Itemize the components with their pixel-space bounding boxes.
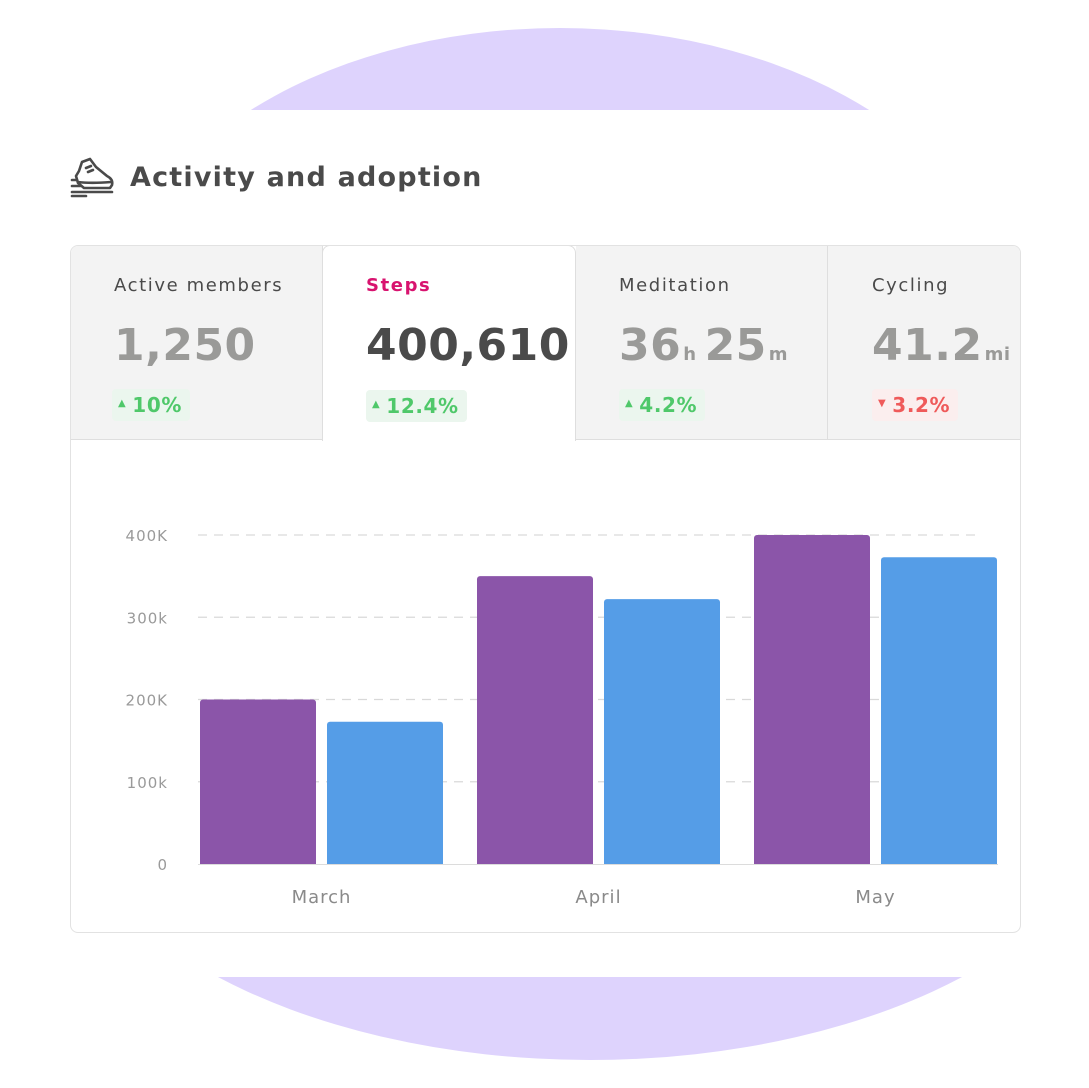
- tab-cycling[interactable]: Cycling 41.2 mi ▼ 3.2%: [828, 246, 1020, 440]
- tab-label: Active members: [114, 275, 284, 296]
- x-tick-label: April: [575, 887, 621, 908]
- arrow-down-icon: ▼: [878, 397, 887, 409]
- metric-value: 400,610: [366, 320, 570, 371]
- change-value: 4.2%: [639, 393, 698, 417]
- x-tick-label: May: [855, 887, 895, 908]
- distance-unit: mi: [984, 344, 1011, 365]
- decorative-blob-top: [0, 0, 1089, 110]
- bar-base: [754, 860, 870, 864]
- y-tick-label: 0: [157, 856, 168, 874]
- bar-base: [477, 860, 593, 864]
- minutes-value: 25: [704, 320, 767, 371]
- arrow-up-icon: ▲: [625, 397, 634, 409]
- bar-march-series-2[interactable]: [327, 721, 443, 864]
- bar-base: [881, 860, 997, 864]
- change-value: 3.2%: [892, 393, 951, 417]
- tab-label: Meditation: [619, 275, 731, 296]
- y-tick-label: 400K: [126, 527, 169, 545]
- metric-tabs: Active members 1,250 ▲ 10% Steps 400,610…: [71, 246, 1020, 441]
- change-value: 12.4%: [386, 394, 459, 418]
- y-tick-label: 300k: [127, 609, 168, 627]
- change-badge: ▲ 10%: [112, 389, 190, 421]
- bar-base: [200, 860, 316, 864]
- section-header: Activity and adoption: [70, 156, 483, 198]
- change-value: 10%: [132, 393, 182, 417]
- hours-value: 36: [619, 320, 682, 371]
- distance-value: 41.2: [872, 320, 983, 371]
- arrow-up-icon: ▲: [118, 397, 127, 409]
- arrow-up-icon: ▲: [372, 398, 381, 410]
- metric-value: 1,250: [114, 320, 256, 371]
- bar-base: [604, 860, 720, 864]
- bar-base: [327, 860, 443, 864]
- bar-may-series-1[interactable]: [754, 535, 870, 864]
- bar-may-series-2[interactable]: [881, 557, 997, 864]
- bar-april-series-2[interactable]: [604, 599, 720, 864]
- hours-unit: h: [683, 344, 697, 365]
- change-badge: ▲ 4.2%: [619, 389, 706, 421]
- decorative-blob-bottom: [0, 977, 1089, 1088]
- metric-value: 41.2 mi: [872, 320, 1019, 371]
- tab-meditation[interactable]: Meditation 36 h 25 m ▲ 4.2%: [576, 246, 828, 440]
- tab-active-members[interactable]: Active members 1,250 ▲ 10%: [71, 246, 323, 440]
- page-title: Activity and adoption: [130, 161, 483, 193]
- tab-label: Steps: [366, 275, 432, 296]
- tab-label: Cycling: [872, 275, 950, 296]
- metric-value: 36 h 25 m: [619, 320, 796, 371]
- y-tick-label: 200K: [126, 692, 169, 710]
- bar-march-series-1[interactable]: [200, 699, 316, 865]
- change-badge: ▲ 12.4%: [366, 390, 467, 422]
- tab-steps[interactable]: Steps 400,610 ▲ 12.4%: [322, 246, 576, 441]
- change-badge: ▼ 3.2%: [872, 389, 959, 421]
- sneaker-icon: [70, 157, 114, 198]
- minutes-unit: m: [768, 344, 789, 365]
- y-tick-label: 100k: [127, 774, 168, 792]
- x-tick-label: March: [292, 887, 352, 908]
- bar-april-series-1[interactable]: [477, 576, 593, 864]
